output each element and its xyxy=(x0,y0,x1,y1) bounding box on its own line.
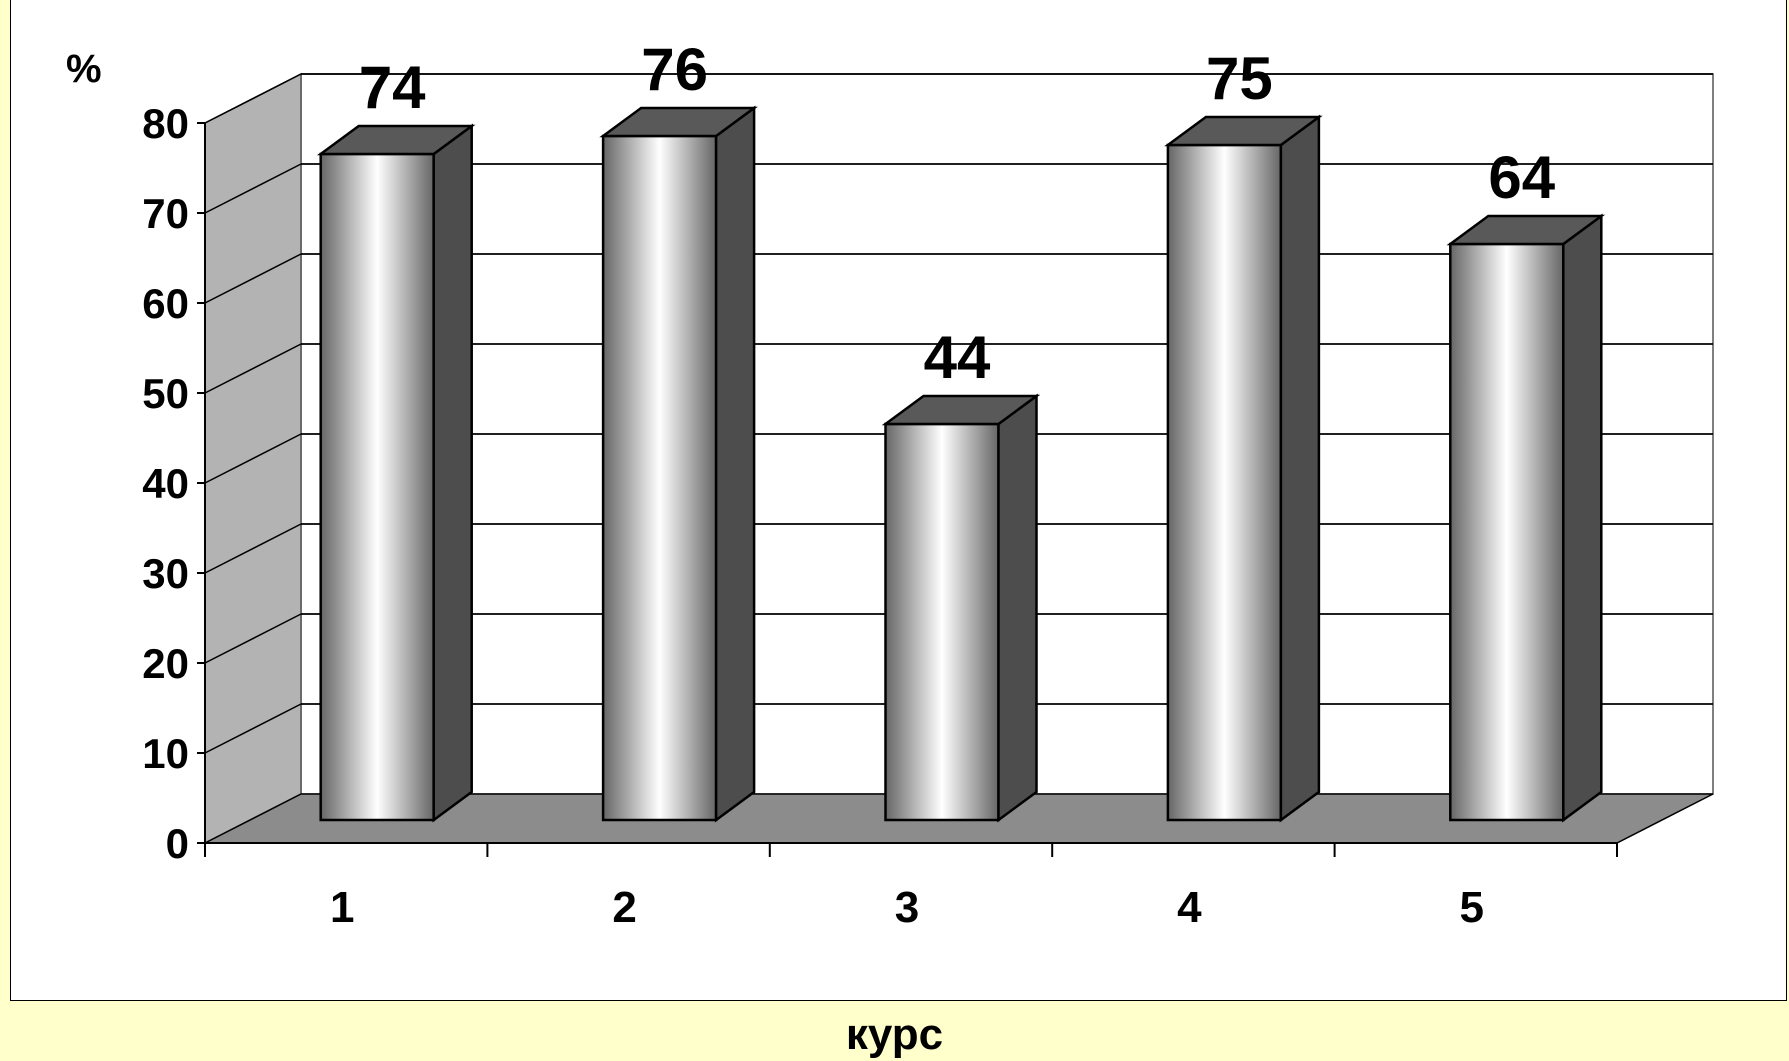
bar-side xyxy=(1279,114,1321,823)
bar-front xyxy=(1166,143,1283,822)
gridline-side xyxy=(204,433,302,484)
bar-front xyxy=(884,422,1000,822)
y-tick-label: 60 xyxy=(142,280,189,327)
bar-front xyxy=(319,152,435,822)
x-tick-label: 1 xyxy=(330,883,354,932)
bar-front xyxy=(1449,242,1565,822)
y-tick-label: 80 xyxy=(142,100,189,147)
y-tick-label: 70 xyxy=(142,190,189,237)
bar-top xyxy=(881,394,1041,426)
bar xyxy=(599,105,758,823)
bar xyxy=(1446,213,1606,823)
y-tick-label: 50 xyxy=(142,370,189,417)
data-label: 74 xyxy=(359,54,426,121)
x-axis-label: курс xyxy=(845,1010,944,1059)
bar-front xyxy=(601,134,718,822)
bar-top xyxy=(316,124,476,156)
x-tick-label: 5 xyxy=(1460,883,1484,932)
bar xyxy=(1164,114,1323,823)
y-tick-label: 10 xyxy=(142,730,189,777)
y-tick-label: 20 xyxy=(142,640,189,687)
data-label: 44 xyxy=(924,324,991,391)
data-label: 75 xyxy=(1206,45,1273,112)
data-label: 64 xyxy=(1488,144,1555,211)
y-tick-label: 30 xyxy=(142,550,189,597)
bar-side xyxy=(1562,213,1603,823)
bar xyxy=(881,393,1041,823)
gridline-side xyxy=(204,163,302,214)
bar-side xyxy=(432,123,473,823)
gridline-side xyxy=(204,703,302,754)
bar-top xyxy=(1446,214,1606,246)
bar-top xyxy=(1164,115,1323,147)
bar-top xyxy=(599,106,758,138)
gridline-side xyxy=(204,343,302,394)
gridline-side xyxy=(204,73,302,124)
y-tick-label: 40 xyxy=(142,460,189,507)
gridline-side xyxy=(204,613,302,664)
bar-side xyxy=(714,105,756,823)
y-tick-label: 0 xyxy=(166,820,189,867)
bar-side xyxy=(997,393,1038,823)
data-label: 76 xyxy=(641,36,708,103)
gridline-side xyxy=(204,253,302,304)
x-tick-label: 2 xyxy=(612,883,636,932)
y-axis-label: % xyxy=(66,47,102,91)
bar xyxy=(316,123,476,823)
gridline-side xyxy=(204,523,302,574)
x-tick-label: 3 xyxy=(895,883,919,932)
x-tick-label: 4 xyxy=(1177,883,1202,932)
